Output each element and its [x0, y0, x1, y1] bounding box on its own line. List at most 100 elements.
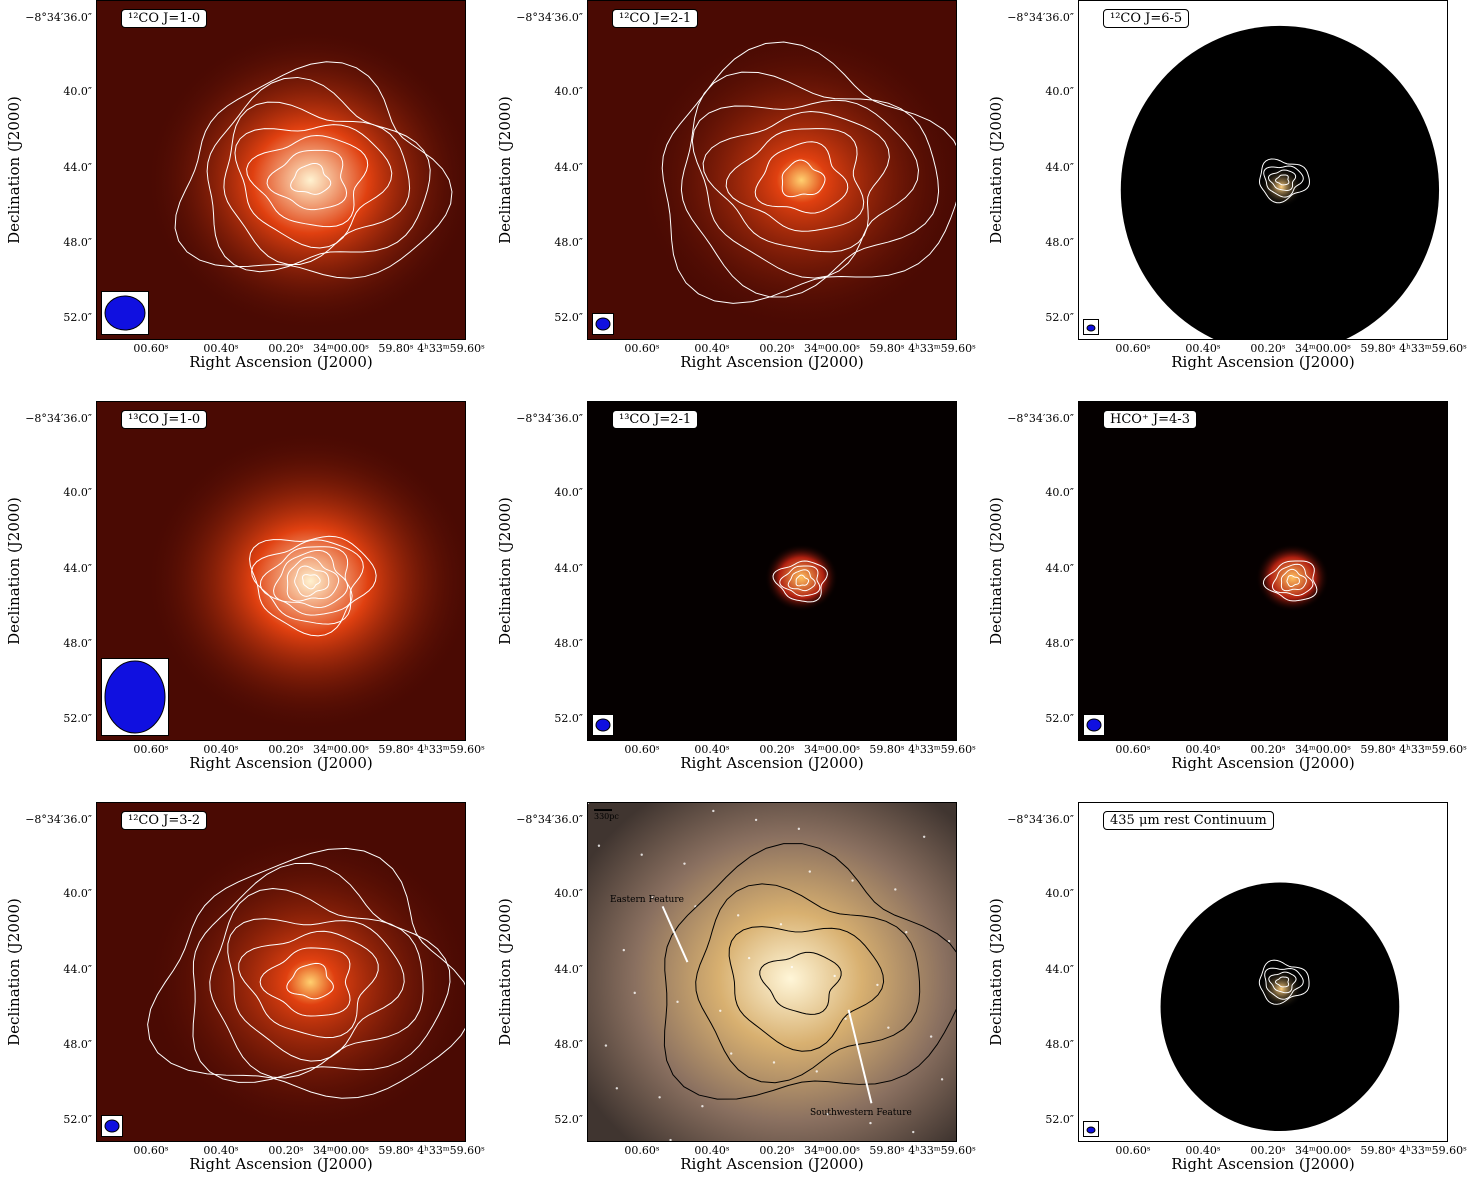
y-axis-label: Declination (J2000)	[986, 0, 1006, 340]
x-tick-label: 00.60ˢ	[1115, 1144, 1151, 1157]
x-tick-label: 00.40ˢ	[694, 743, 730, 756]
y-tick-label: 48.0″	[63, 236, 92, 249]
y-axis-label-text: Declination (J2000)	[496, 497, 514, 645]
x-tick-label: 34ᵐ00.00ˢ	[804, 1144, 860, 1157]
x-tick-label: 59.80ˢ	[1360, 1144, 1396, 1157]
y-tick-label: −8°34′36.0″	[25, 412, 92, 425]
y-axis-label-text: Declination (J2000)	[496, 898, 514, 1046]
y-tick-label: 40.0″	[63, 887, 92, 900]
x-tick-label: 00.60ˢ	[624, 342, 660, 355]
y-tick-label: 44.0″	[63, 963, 92, 976]
y-tick-label: −8°34′36.0″	[25, 813, 92, 826]
map-image	[588, 803, 956, 1141]
map-axes: ¹²CO J=2-1	[587, 0, 957, 340]
x-tick-label: 00.40ˢ	[1185, 342, 1221, 355]
y-tick-label: 52.0″	[554, 1113, 583, 1126]
y-tick-label: 48.0″	[554, 236, 583, 249]
panel-label: ¹²CO J=6-5	[1103, 9, 1190, 28]
panel-label: 435 μm rest Continuum	[1103, 811, 1274, 830]
scale-bar-label: 330pc	[594, 812, 619, 821]
y-axis-label: Declination (J2000)	[495, 802, 515, 1142]
y-axis-label: Declination (J2000)	[495, 0, 515, 340]
x-tick-label: 00.20ˢ	[759, 1144, 795, 1157]
x-tick-label: 00.60ˢ	[624, 1144, 660, 1157]
y-tick-label: 44.0″	[1045, 161, 1074, 174]
map-axes: 435 μm rest Continuum	[1078, 802, 1448, 1142]
x-tick-label: 00.60ˢ	[1115, 342, 1151, 355]
x-tick-label: 00.60ˢ	[133, 743, 169, 756]
panel-label: ¹²CO J=3-2	[121, 811, 208, 830]
y-tick-label: 48.0″	[554, 1038, 583, 1051]
x-tick-label: 4ʰ33ᵐ59.60ˢ	[908, 743, 976, 756]
x-axis-label: Right Ascension (J2000)	[189, 1155, 373, 1173]
x-axis-label: Right Ascension (J2000)	[1171, 1155, 1355, 1173]
x-tick-label: 34ᵐ00.00ˢ	[313, 1144, 369, 1157]
y-tick-label: 52.0″	[1045, 1113, 1074, 1126]
x-tick-label: 59.80ˢ	[378, 342, 414, 355]
y-tick-label: −8°34′36.0″	[25, 11, 92, 24]
y-axis-label-text: Declination (J2000)	[5, 898, 23, 1046]
panel-p3: Declination (J2000) −8°34′36.0″ 40.0″ 44.0″…	[982, 0, 1467, 393]
panel-p8: Declination (J2000) −8°34′36.0″ 40.0″ 44.0″…	[491, 802, 981, 1195]
x-tick-label: 00.60ˢ	[133, 342, 169, 355]
beam-indicator	[592, 313, 614, 335]
beam-indicator	[101, 291, 149, 335]
y-tick-label: 44.0″	[63, 161, 92, 174]
y-tick-label: −8°34′36.0″	[516, 412, 583, 425]
map-axes: 330pc Eastern Feature Southwestern Feature	[587, 802, 957, 1142]
x-tick-label: 00.40ˢ	[1185, 1144, 1221, 1157]
y-tick-label: 40.0″	[554, 85, 583, 98]
x-tick-label: 59.80ˢ	[378, 1144, 414, 1157]
y-tick-label: 44.0″	[1045, 562, 1074, 575]
beam-indicator	[1083, 319, 1099, 335]
panel-label: ¹²CO J=1-0	[121, 9, 208, 28]
x-tick-label: 59.80ˢ	[378, 743, 414, 756]
x-axis-label: Right Ascension (J2000)	[680, 353, 864, 371]
x-tick-label: 59.80ˢ	[869, 743, 905, 756]
x-tick-label: 59.80ˢ	[869, 342, 905, 355]
y-tick-label: 52.0″	[63, 712, 92, 725]
map-image	[97, 1, 465, 339]
y-tick-label: 52.0″	[554, 712, 583, 725]
x-tick-label: 4ʰ33ᵐ59.60ˢ	[417, 1144, 485, 1157]
map-image	[97, 803, 465, 1141]
panel-p1: Declination (J2000) −8°34′36.0″ 40.0″ 44.0″…	[0, 0, 490, 393]
y-tick-label: 44.0″	[63, 562, 92, 575]
y-tick-label: −8°34′36.0″	[516, 813, 583, 826]
x-tick-label: 4ʰ33ᵐ59.60ˢ	[1399, 342, 1467, 355]
scale-bar: 330pc	[594, 809, 619, 821]
map-axes: ¹²CO J=6-5	[1078, 0, 1448, 340]
y-axis-label: Declination (J2000)	[986, 401, 1006, 741]
y-tick-label: 40.0″	[554, 887, 583, 900]
panel-p6: Declination (J2000) −8°34′36.0″ 40.0″ 44.0″…	[982, 401, 1467, 794]
x-tick-label: 59.80ˢ	[1360, 743, 1396, 756]
x-tick-label: 59.80ˢ	[1360, 342, 1396, 355]
beam-indicator	[592, 714, 614, 736]
x-tick-label: 00.20ˢ	[1250, 743, 1286, 756]
x-tick-label: 4ʰ33ᵐ59.60ˢ	[417, 743, 485, 756]
x-tick-label: 4ʰ33ᵐ59.60ˢ	[1399, 1144, 1467, 1157]
x-tick-label: 34ᵐ00.00ˢ	[1295, 743, 1351, 756]
y-axis-label-text: Declination (J2000)	[987, 497, 1005, 645]
eastern-feature-arrow	[661, 905, 689, 963]
y-tick-label: 48.0″	[63, 637, 92, 650]
y-tick-label: 40.0″	[63, 486, 92, 499]
map-image	[588, 1, 956, 339]
panel-label: ¹²CO J=2-1	[612, 9, 699, 28]
x-tick-label: 00.20ˢ	[268, 342, 304, 355]
y-tick-label: 52.0″	[63, 311, 92, 324]
southwestern-feature-arrow	[847, 1009, 873, 1104]
y-tick-label: 48.0″	[1045, 236, 1074, 249]
x-tick-label: 59.80ˢ	[869, 1144, 905, 1157]
x-tick-label: 34ᵐ00.00ˢ	[313, 743, 369, 756]
panel-p4: Declination (J2000) −8°34′36.0″ 40.0″ 44.0″…	[0, 401, 490, 794]
x-tick-label: 4ʰ33ᵐ59.60ˢ	[1399, 743, 1467, 756]
y-axis-label-text: Declination (J2000)	[5, 497, 23, 645]
y-axis-label: Declination (J2000)	[495, 401, 515, 741]
panel-p7: Declination (J2000) −8°34′36.0″ 40.0″ 44.0″…	[0, 802, 490, 1195]
map-axes: ¹²CO J=3-2	[96, 802, 466, 1142]
x-axis-label: Right Ascension (J2000)	[1171, 754, 1355, 772]
y-tick-label: 52.0″	[63, 1113, 92, 1126]
x-axis-label: Right Ascension (J2000)	[1171, 353, 1355, 371]
y-axis-label: Declination (J2000)	[4, 802, 24, 1142]
